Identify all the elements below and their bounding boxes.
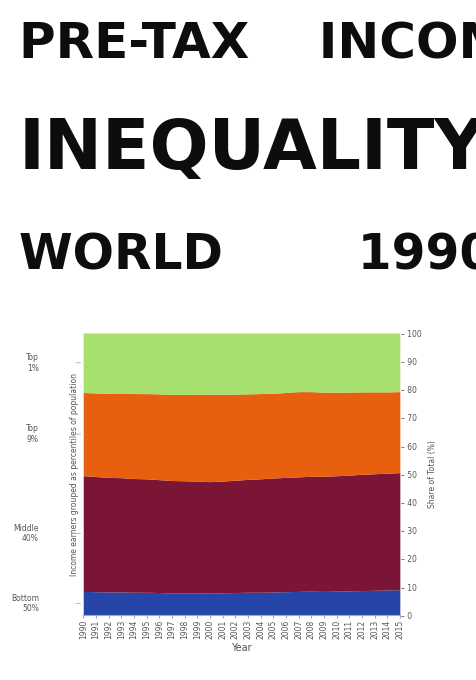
Text: WORLD        1990-2015: WORLD 1990-2015 [19, 231, 476, 279]
Text: Middle
40%: Middle 40% [13, 524, 39, 543]
Y-axis label: Share of Total (%): Share of Total (%) [427, 441, 436, 508]
Y-axis label: Income earners grouped as percentiles of population: Income earners grouped as percentiles of… [70, 373, 79, 576]
Text: Top
1%: Top 1% [26, 353, 39, 373]
Text: Bottom
50%: Bottom 50% [11, 594, 39, 613]
Text: Top
9%: Top 9% [26, 424, 39, 444]
Text: INEQUALITY: INEQUALITY [19, 116, 476, 183]
X-axis label: Year: Year [231, 643, 252, 653]
Text: PRE-TAX    INCOME: PRE-TAX INCOME [19, 20, 476, 69]
